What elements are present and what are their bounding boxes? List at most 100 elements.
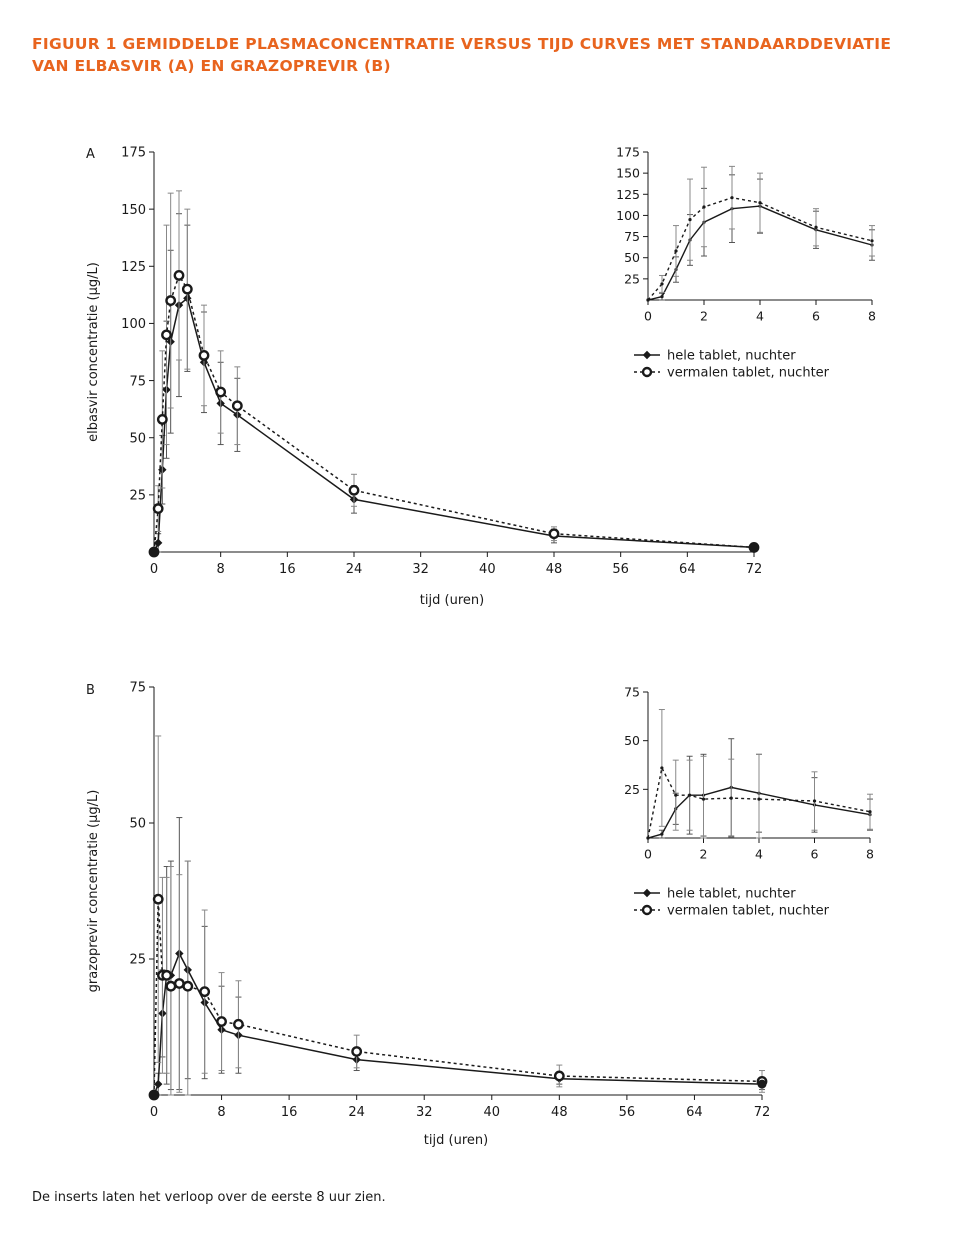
y-tick-label: 50 bbox=[129, 431, 146, 446]
data-point bbox=[153, 538, 163, 548]
data-point bbox=[233, 1018, 244, 1030]
series-line bbox=[153, 273, 755, 553]
x-tick-label: 32 bbox=[416, 1105, 433, 1120]
data-point bbox=[231, 400, 243, 412]
x-tick-label: 6 bbox=[811, 847, 819, 862]
figure-title: FIGUUR 1 GEMIDDELDE PLASMACONCENTRATIE V… bbox=[32, 33, 932, 77]
data-point bbox=[216, 1016, 227, 1027]
y-tick-label: 25 bbox=[624, 271, 640, 286]
y-axis-label: grazoprevir concentratie (µg/L) bbox=[86, 790, 101, 993]
y-tick-label: 50 bbox=[129, 817, 146, 832]
y-tick-label: 100 bbox=[121, 317, 146, 332]
y-tick-label: 75 bbox=[624, 685, 640, 700]
legend-marker bbox=[641, 366, 653, 378]
data-point bbox=[660, 832, 664, 836]
data-point bbox=[702, 205, 706, 209]
panel-label: B bbox=[86, 683, 95, 698]
y-tick-label: 125 bbox=[616, 187, 640, 202]
data-point bbox=[646, 298, 650, 302]
x-tick-label: 4 bbox=[756, 309, 764, 324]
y-tick-label: 50 bbox=[624, 250, 640, 265]
x-tick-label: 48 bbox=[551, 1105, 568, 1120]
x-tick-label: 40 bbox=[484, 1105, 501, 1120]
x-tick-label: 4 bbox=[755, 847, 763, 862]
x-tick-label: 0 bbox=[150, 1105, 158, 1120]
data-point bbox=[688, 218, 692, 222]
data-point bbox=[553, 1070, 565, 1082]
data-point bbox=[868, 810, 872, 814]
data-point bbox=[348, 484, 360, 496]
series-line bbox=[153, 899, 763, 1096]
data-point bbox=[660, 766, 664, 770]
end-point bbox=[757, 1079, 767, 1089]
x-tick-label: 64 bbox=[686, 1105, 703, 1120]
x-axis-label: tijd (uren) bbox=[424, 1133, 488, 1148]
x-tick-label: 0 bbox=[644, 309, 652, 324]
y-tick-label: 25 bbox=[129, 489, 146, 504]
end-point bbox=[749, 542, 759, 552]
data-point bbox=[165, 295, 177, 306]
x-tick-label: 48 bbox=[546, 562, 563, 577]
data-point bbox=[165, 980, 177, 992]
y-tick-label: 75 bbox=[624, 229, 640, 244]
data-point bbox=[215, 386, 227, 398]
y-tick-label: 75 bbox=[129, 681, 146, 696]
figure-title-line-2: VAN ELBASVIR (A) EN GRAZOPREVIR (B) bbox=[32, 57, 391, 75]
x-tick-label: 0 bbox=[644, 847, 652, 862]
x-tick-label: 72 bbox=[754, 1105, 771, 1120]
legend-marker bbox=[642, 350, 652, 360]
legend-marker bbox=[642, 888, 652, 898]
data-point bbox=[152, 503, 164, 514]
x-tick-label: 0 bbox=[150, 562, 158, 577]
x-tick-label: 2 bbox=[700, 309, 708, 324]
data-point bbox=[351, 1046, 363, 1057]
x-tick-label: 24 bbox=[348, 1105, 365, 1120]
x-tick-label: 2 bbox=[700, 847, 708, 862]
data-point bbox=[870, 239, 874, 243]
x-tick-label: 56 bbox=[619, 1105, 636, 1120]
data-point bbox=[660, 282, 664, 286]
y-tick-label: 150 bbox=[121, 203, 146, 218]
data-point bbox=[161, 329, 172, 341]
x-tick-label: 64 bbox=[679, 562, 696, 577]
data-point bbox=[674, 793, 678, 797]
data-point bbox=[688, 793, 692, 797]
inset-plot: 25 50 75 100 125 150 175 0 2 4 6 8 bbox=[616, 145, 876, 324]
y-tick-label: 175 bbox=[121, 146, 146, 161]
data-point bbox=[199, 986, 211, 998]
data-point bbox=[814, 225, 818, 229]
x-tick-label: 6 bbox=[812, 309, 820, 324]
x-tick-label: 40 bbox=[479, 562, 496, 577]
data-point bbox=[758, 201, 762, 205]
x-tick-label: 8 bbox=[866, 847, 874, 862]
data-point bbox=[646, 836, 650, 840]
y-tick-label: 175 bbox=[616, 145, 640, 160]
data-point bbox=[730, 196, 734, 200]
inset-plot: 25 50 75 0 2 4 6 8 bbox=[624, 685, 874, 862]
data-point bbox=[548, 528, 560, 540]
series-line bbox=[647, 765, 871, 839]
data-point bbox=[729, 796, 733, 800]
data-point bbox=[152, 893, 164, 905]
data-point bbox=[757, 797, 761, 801]
legend-marker bbox=[641, 904, 653, 916]
x-tick-label: 8 bbox=[868, 309, 876, 324]
legend-label: hele tablet, nuchter bbox=[667, 887, 796, 902]
data-point bbox=[198, 350, 210, 361]
series-line bbox=[153, 296, 755, 553]
x-tick-label: 24 bbox=[346, 562, 363, 577]
x-tick-label: 8 bbox=[217, 1105, 225, 1120]
data-point bbox=[181, 283, 193, 295]
x-tick-label: 8 bbox=[217, 562, 225, 577]
y-tick-label: 150 bbox=[616, 166, 640, 181]
data-point bbox=[173, 270, 185, 281]
legend-label: hele tablet, nuchter bbox=[667, 349, 796, 364]
y-tick-label: 50 bbox=[624, 733, 640, 748]
x-tick-label: 16 bbox=[281, 1105, 298, 1120]
data-point bbox=[173, 978, 185, 989]
origin-point bbox=[149, 547, 159, 557]
